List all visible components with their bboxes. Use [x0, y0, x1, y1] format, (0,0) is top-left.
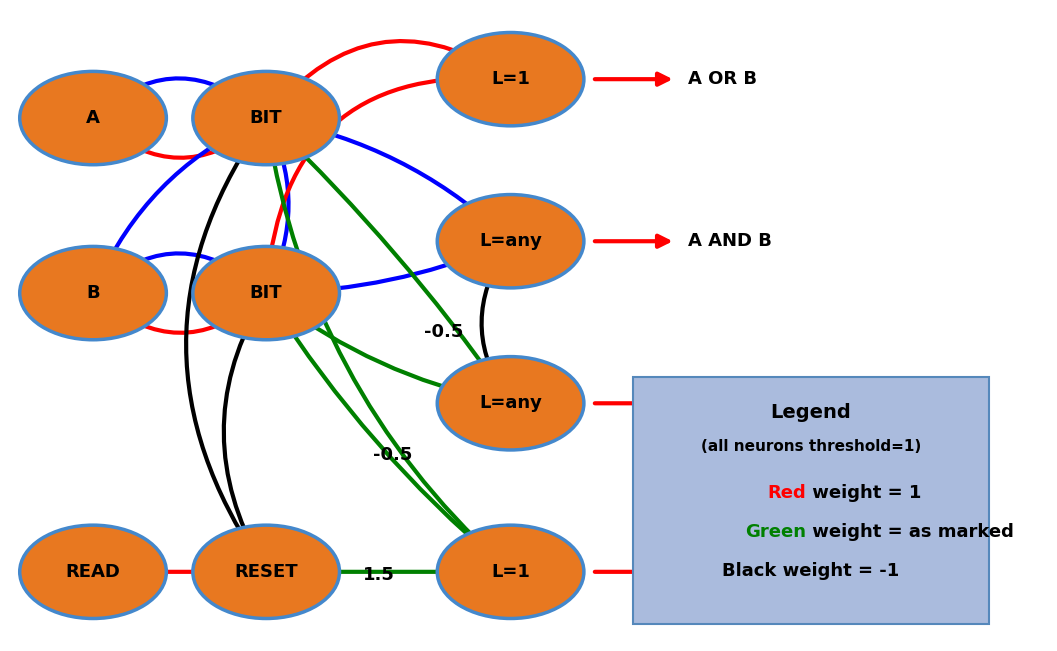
Text: RESET: RESET: [235, 563, 298, 581]
Text: L=any: L=any: [479, 395, 542, 412]
Text: A AND B: A AND B: [688, 232, 772, 250]
Circle shape: [192, 72, 339, 165]
FancyArrowPatch shape: [186, 130, 260, 564]
Text: A NAND B: A NAND B: [688, 563, 786, 581]
FancyArrowPatch shape: [100, 299, 255, 333]
FancyArrowPatch shape: [100, 124, 255, 158]
Text: BIT: BIT: [249, 284, 282, 302]
FancyArrowPatch shape: [105, 253, 259, 286]
FancyArrowPatch shape: [276, 566, 496, 577]
FancyArrowPatch shape: [267, 72, 496, 283]
Text: A OR B: A OR B: [688, 70, 757, 88]
Text: weight = as marked: weight = as marked: [805, 523, 1014, 541]
FancyArrowPatch shape: [272, 301, 499, 562]
Text: Legend: Legend: [771, 403, 851, 422]
Text: -0.5: -0.5: [373, 446, 412, 464]
Circle shape: [438, 525, 583, 618]
FancyArrowPatch shape: [103, 566, 252, 577]
FancyBboxPatch shape: [633, 378, 989, 624]
FancyArrowPatch shape: [274, 299, 496, 404]
Text: -0.5: -0.5: [424, 323, 463, 341]
Text: A XOR B: A XOR B: [688, 395, 769, 412]
Text: 1.5: 1.5: [363, 566, 394, 584]
FancyArrowPatch shape: [273, 41, 498, 111]
Text: L=1: L=1: [492, 563, 530, 581]
Circle shape: [438, 195, 583, 288]
FancyArrowPatch shape: [276, 120, 500, 231]
FancyArrowPatch shape: [276, 246, 497, 293]
FancyArrowPatch shape: [271, 132, 289, 284]
Circle shape: [192, 525, 339, 618]
Text: B: B: [87, 284, 99, 302]
FancyArrowPatch shape: [97, 124, 253, 284]
Text: (all neurons threshold=1): (all neurons threshold=1): [701, 439, 921, 454]
FancyArrowPatch shape: [274, 125, 502, 391]
Circle shape: [20, 525, 166, 618]
Text: weight = 1: weight = 1: [805, 484, 922, 503]
Text: Red: Red: [767, 484, 805, 503]
Circle shape: [20, 72, 166, 165]
FancyArrowPatch shape: [267, 128, 500, 562]
Text: L=any: L=any: [479, 232, 542, 250]
Circle shape: [20, 247, 166, 340]
FancyArrowPatch shape: [105, 78, 259, 111]
Circle shape: [438, 33, 583, 126]
FancyArrowPatch shape: [224, 306, 261, 563]
Text: Black weight = -1: Black weight = -1: [722, 562, 900, 580]
FancyArrowPatch shape: [482, 249, 505, 391]
Text: L=1: L=1: [492, 70, 530, 88]
Circle shape: [438, 357, 583, 450]
Circle shape: [192, 247, 339, 340]
Text: A: A: [86, 109, 100, 127]
Text: Green: Green: [745, 523, 805, 541]
Text: BIT: BIT: [249, 109, 282, 127]
Text: READ: READ: [66, 563, 120, 581]
